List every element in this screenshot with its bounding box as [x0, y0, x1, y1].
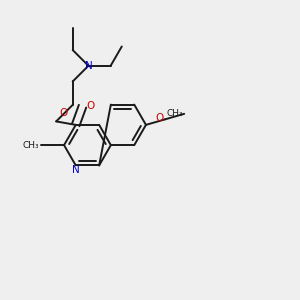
- Text: O: O: [155, 113, 164, 123]
- Text: N: N: [85, 61, 92, 71]
- Text: CH₃: CH₃: [23, 141, 40, 150]
- Text: O: O: [59, 108, 68, 118]
- Text: O: O: [87, 101, 95, 111]
- Text: CH₃: CH₃: [166, 109, 183, 118]
- Text: N: N: [72, 165, 80, 176]
